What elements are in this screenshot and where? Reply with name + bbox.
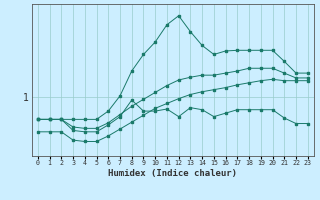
X-axis label: Humidex (Indice chaleur): Humidex (Indice chaleur) — [108, 169, 237, 178]
